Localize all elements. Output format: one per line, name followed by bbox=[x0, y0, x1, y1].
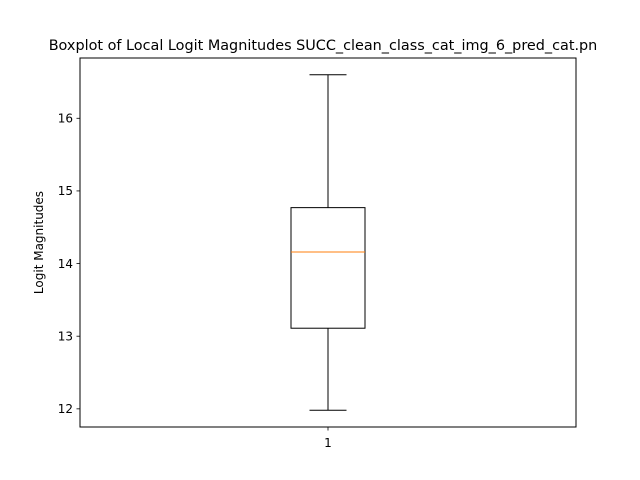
box-series bbox=[290, 74, 366, 411]
y-tick-label: 14 bbox=[58, 257, 73, 271]
y-tick-label: 15 bbox=[58, 184, 73, 198]
y-tick-label: 12 bbox=[58, 402, 73, 416]
x-tick-label: 1 bbox=[324, 436, 332, 450]
y-tick-label: 13 bbox=[58, 330, 73, 344]
chart-title: Boxplot of Local Logit Magnitudes SUCC_c… bbox=[49, 38, 598, 54]
y-axis-title: Logit Magnitudes bbox=[32, 191, 46, 294]
box-1 bbox=[290, 74, 366, 411]
x-axis-ticks: 1 bbox=[324, 427, 332, 450]
y-tick-label: 16 bbox=[58, 112, 73, 126]
interquartile-box bbox=[290, 207, 366, 329]
y-axis-ticks: 12 13 14 15 16 bbox=[58, 112, 80, 416]
